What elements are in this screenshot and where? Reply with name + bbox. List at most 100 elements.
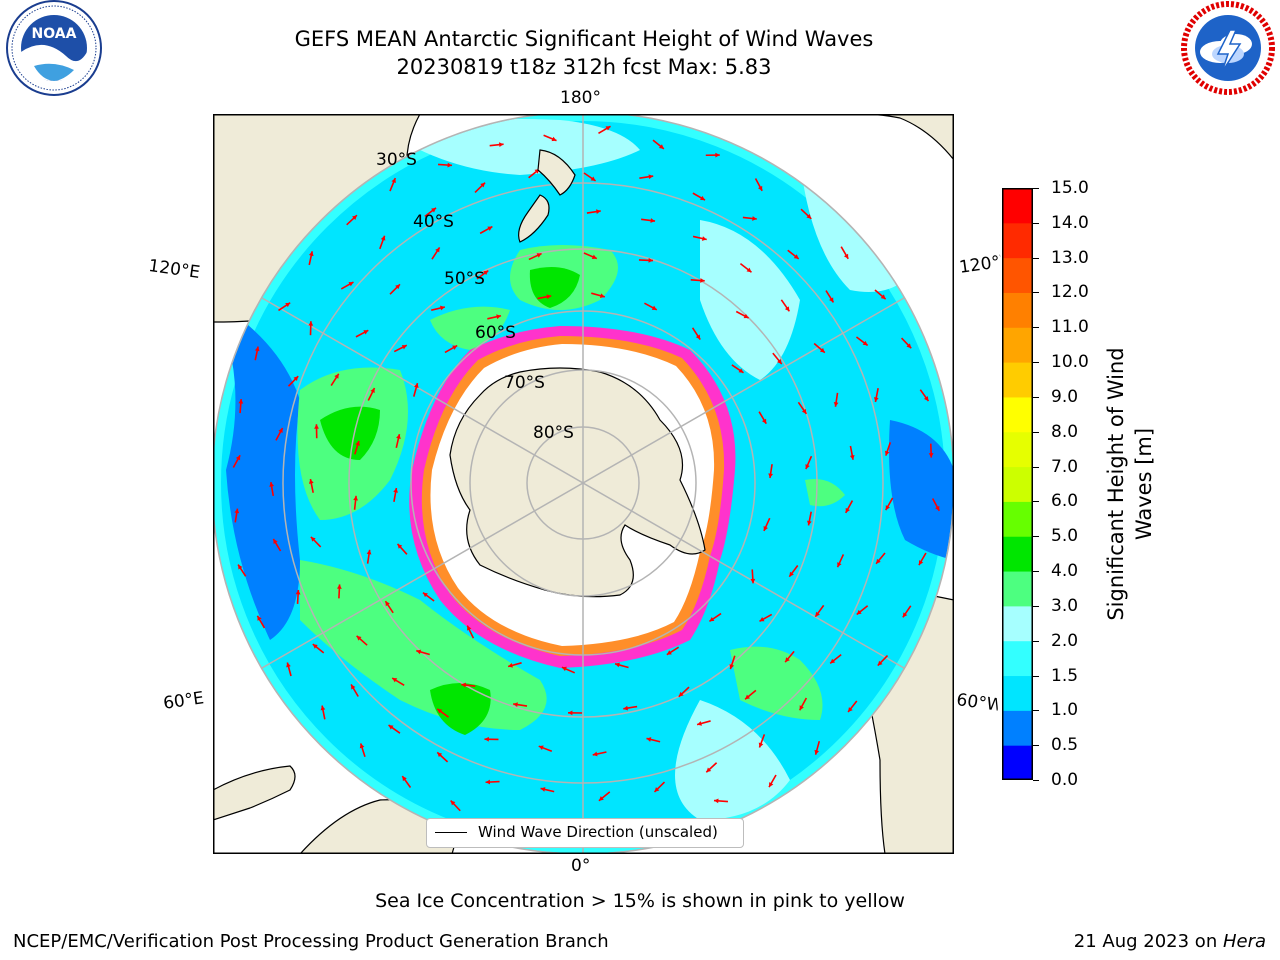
wave-direction-arrowhead <box>750 578 756 584</box>
colorbar-tick-mark <box>1033 536 1039 538</box>
wave-direction-arrowhead <box>561 666 567 672</box>
wave-direction-arrowhead <box>540 787 546 792</box>
colorbar-segment <box>1002 327 1033 363</box>
wave-direction-arrowhead <box>830 658 836 664</box>
colorbar-segment <box>1002 571 1033 607</box>
wave-direction-arrowhead <box>700 195 706 201</box>
wave-direction-arrowhead <box>450 800 456 806</box>
colorbar-segment <box>1002 710 1033 746</box>
colorbar-tick-label: 9.0 <box>1051 386 1079 407</box>
wave-direction-arrowhead <box>388 725 394 730</box>
new-zealand-landmass <box>518 149 576 243</box>
colorbar-segment <box>1002 257 1033 293</box>
colorbar-tick-label: 0.0 <box>1051 770 1079 790</box>
colorbar-tick-label: 1.5 <box>1051 665 1079 686</box>
wave-direction-arrowhead <box>320 705 326 711</box>
wave-direction-arrowhead <box>769 782 774 788</box>
colorbar-segment <box>1002 431 1033 468</box>
colorbar-segment <box>1002 188 1033 224</box>
colorbar-tick-label: 10.0 <box>1051 352 1089 373</box>
lat-label-70s: 70°S <box>504 373 545 393</box>
wave-direction-arrowhead <box>715 152 720 158</box>
wave-direction-arrowhead <box>487 226 493 231</box>
map-subtitle: 20230819 t18z 312h fcst Max: 5.83 <box>396 55 772 79</box>
colorbar-tick-label: 4.0 <box>1051 561 1079 582</box>
lat-label-30s: 30°S <box>376 150 417 170</box>
wave-direction-arrowhead <box>483 270 489 276</box>
wave-direction-arrowhead <box>235 455 241 461</box>
wave-direction-arrowhead <box>310 536 316 542</box>
wave-direction-arrowhead <box>806 520 812 526</box>
colorbar-segment <box>1002 536 1033 572</box>
wave-direction-arrowhead <box>440 305 445 311</box>
wave-direction-arrowhead <box>648 257 653 263</box>
wave-direction-arrowhead <box>648 174 654 180</box>
wave-direction-arrowhead <box>654 787 660 792</box>
wave-direction-arrowhead <box>286 662 291 668</box>
wave-direction-arrowhead <box>833 402 839 407</box>
wave-direction-arrowhead <box>695 334 701 340</box>
wave-direction-arrowhead <box>590 176 596 181</box>
colorbar-tick-mark <box>1033 710 1039 712</box>
colorbar-segment <box>1002 466 1033 502</box>
wave-direction-arrowhead <box>254 346 260 352</box>
wave-direction-arrowhead <box>370 387 375 393</box>
wave-direction-arrowhead <box>738 368 744 373</box>
colorbar-segment <box>1002 501 1033 537</box>
wave-direction-arrowhead <box>805 464 810 470</box>
wind-wave-direction-arrows <box>232 125 940 834</box>
wave-direction-arrowhead <box>701 236 707 241</box>
colorbar-tick-label: 7.0 <box>1051 456 1079 477</box>
wave-direction-arrowhead <box>395 284 400 290</box>
map-title: GEFS MEAN Antarctic Significant Height o… <box>294 27 874 51</box>
wave-direction-arrowhead <box>873 397 879 402</box>
colorbar-tick-label: 8.0 <box>1051 421 1079 442</box>
wave-direction-arrowhead <box>623 705 629 711</box>
colorbar-segment <box>1002 222 1033 259</box>
wave-direction-arrowhead <box>422 592 428 598</box>
colorbar-tick-label: 15.0 <box>1051 178 1089 198</box>
colorbar <box>1002 188 1033 780</box>
wave-direction-arrowhead <box>366 549 372 555</box>
lat-label-40s: 40°S <box>413 212 454 232</box>
wave-direction-arrowhead <box>862 340 868 346</box>
wave-direction-arrowhead <box>666 650 672 655</box>
colorbar-tick-mark <box>1033 501 1039 503</box>
credit-right: 21 Aug 2023 on Hera <box>1074 931 1266 952</box>
wave-direction-arrowhead <box>431 207 437 213</box>
wave-direction-arrowhead <box>452 345 458 350</box>
wave-direction-arrowhead <box>752 216 757 221</box>
lon-label-60e: 60°E <box>162 688 206 714</box>
wave-direction-arrowhead <box>353 495 358 501</box>
wave-direction-arrowhead <box>923 396 929 402</box>
colorbar-segment <box>1002 396 1033 433</box>
wave-direction-arrowhead <box>356 635 362 641</box>
wave-direction-arrowhead <box>709 616 715 622</box>
map-legend: Wind Wave Direction (unscaled) <box>426 818 744 848</box>
wave-direction-arrowhead <box>596 209 601 214</box>
legend-line-icon <box>435 832 467 833</box>
colorbar-tick-mark <box>1033 571 1039 573</box>
wave-direction-arrowhead <box>391 178 396 184</box>
colorbar-tick-mark <box>1033 327 1039 329</box>
wave-direction-arrowhead <box>784 306 790 312</box>
wave-direction-arrowhead <box>355 440 360 446</box>
wave-direction-arrowhead <box>234 508 240 514</box>
nws-logo-icon <box>1178 0 1278 100</box>
colorbar-tick-label: 2.0 <box>1051 630 1079 651</box>
colorbar-tick-mark <box>1033 745 1039 747</box>
wave-direction-arrowhead <box>849 454 855 460</box>
wave-direction-arrowhead <box>598 796 604 801</box>
colorbar-tick-label: 11.0 <box>1051 317 1089 338</box>
wave-direction-arrowhead <box>363 330 369 335</box>
wave-direction-arrowhead <box>238 399 244 404</box>
wave-direction-arrowhead <box>467 625 472 631</box>
wave-direction-arrowhead <box>480 182 486 188</box>
wave-direction-arrowhead <box>759 617 765 622</box>
wave-direction-arrowhead <box>401 345 407 350</box>
wave-direction-arrowhead <box>546 294 552 300</box>
sea-ice-note: Sea Ice Concentration > 15% is shown in … <box>375 890 905 912</box>
wave-direction-arrowhead <box>348 282 354 287</box>
credit-date: 21 Aug 2023 on <box>1073 931 1223 952</box>
wave-direction-arrowhead <box>918 560 924 566</box>
